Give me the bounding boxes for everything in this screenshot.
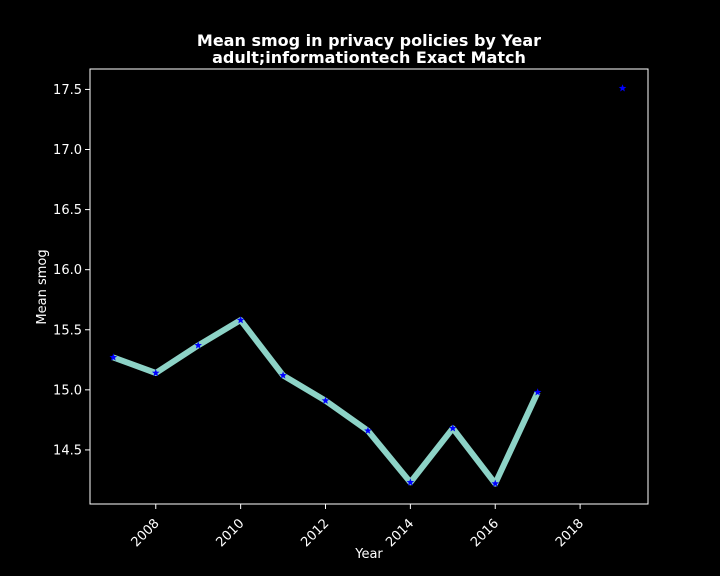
- y-tick-label: 15.0: [53, 383, 82, 398]
- data-point-star: [364, 426, 372, 434]
- data-point-star: [151, 369, 160, 377]
- y-tick-label: 14.5: [53, 443, 82, 458]
- x-axis-label: Year: [354, 547, 383, 562]
- data-point-star: [406, 478, 415, 486]
- data-point-star: [236, 316, 245, 324]
- data-point-star: [449, 424, 457, 432]
- data-point-star: [194, 341, 203, 349]
- y-tick-label: 15.5: [53, 323, 82, 338]
- data-point-star: [618, 84, 627, 92]
- data-point-star: [321, 396, 330, 404]
- y-axis-label: Mean smog: [35, 249, 50, 324]
- plot-frame: [89, 68, 649, 505]
- y-tick-label: 17.0: [53, 143, 82, 158]
- data-point-star: [491, 479, 500, 487]
- data-point-star: [109, 353, 118, 361]
- y-tick-label: 16.0: [53, 263, 82, 278]
- chart-subtitle: adult;informationtech Exact Match: [212, 48, 526, 67]
- data-point-star: [279, 371, 287, 379]
- y-tick-label: 16.5: [53, 203, 82, 218]
- y-tick-label: 17.5: [53, 83, 82, 98]
- chart-title: Mean smog in privacy policies by Year: [197, 31, 541, 50]
- data-point-star: [533, 388, 542, 396]
